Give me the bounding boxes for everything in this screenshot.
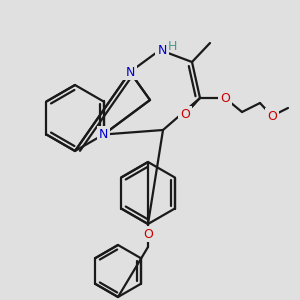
Text: N: N: [157, 44, 167, 56]
Text: N: N: [99, 128, 108, 141]
Text: O: O: [220, 92, 230, 104]
Text: H: H: [167, 40, 177, 53]
Text: O: O: [267, 110, 277, 122]
Text: O: O: [180, 107, 190, 121]
Text: N: N: [125, 65, 135, 79]
Text: O: O: [143, 227, 153, 241]
